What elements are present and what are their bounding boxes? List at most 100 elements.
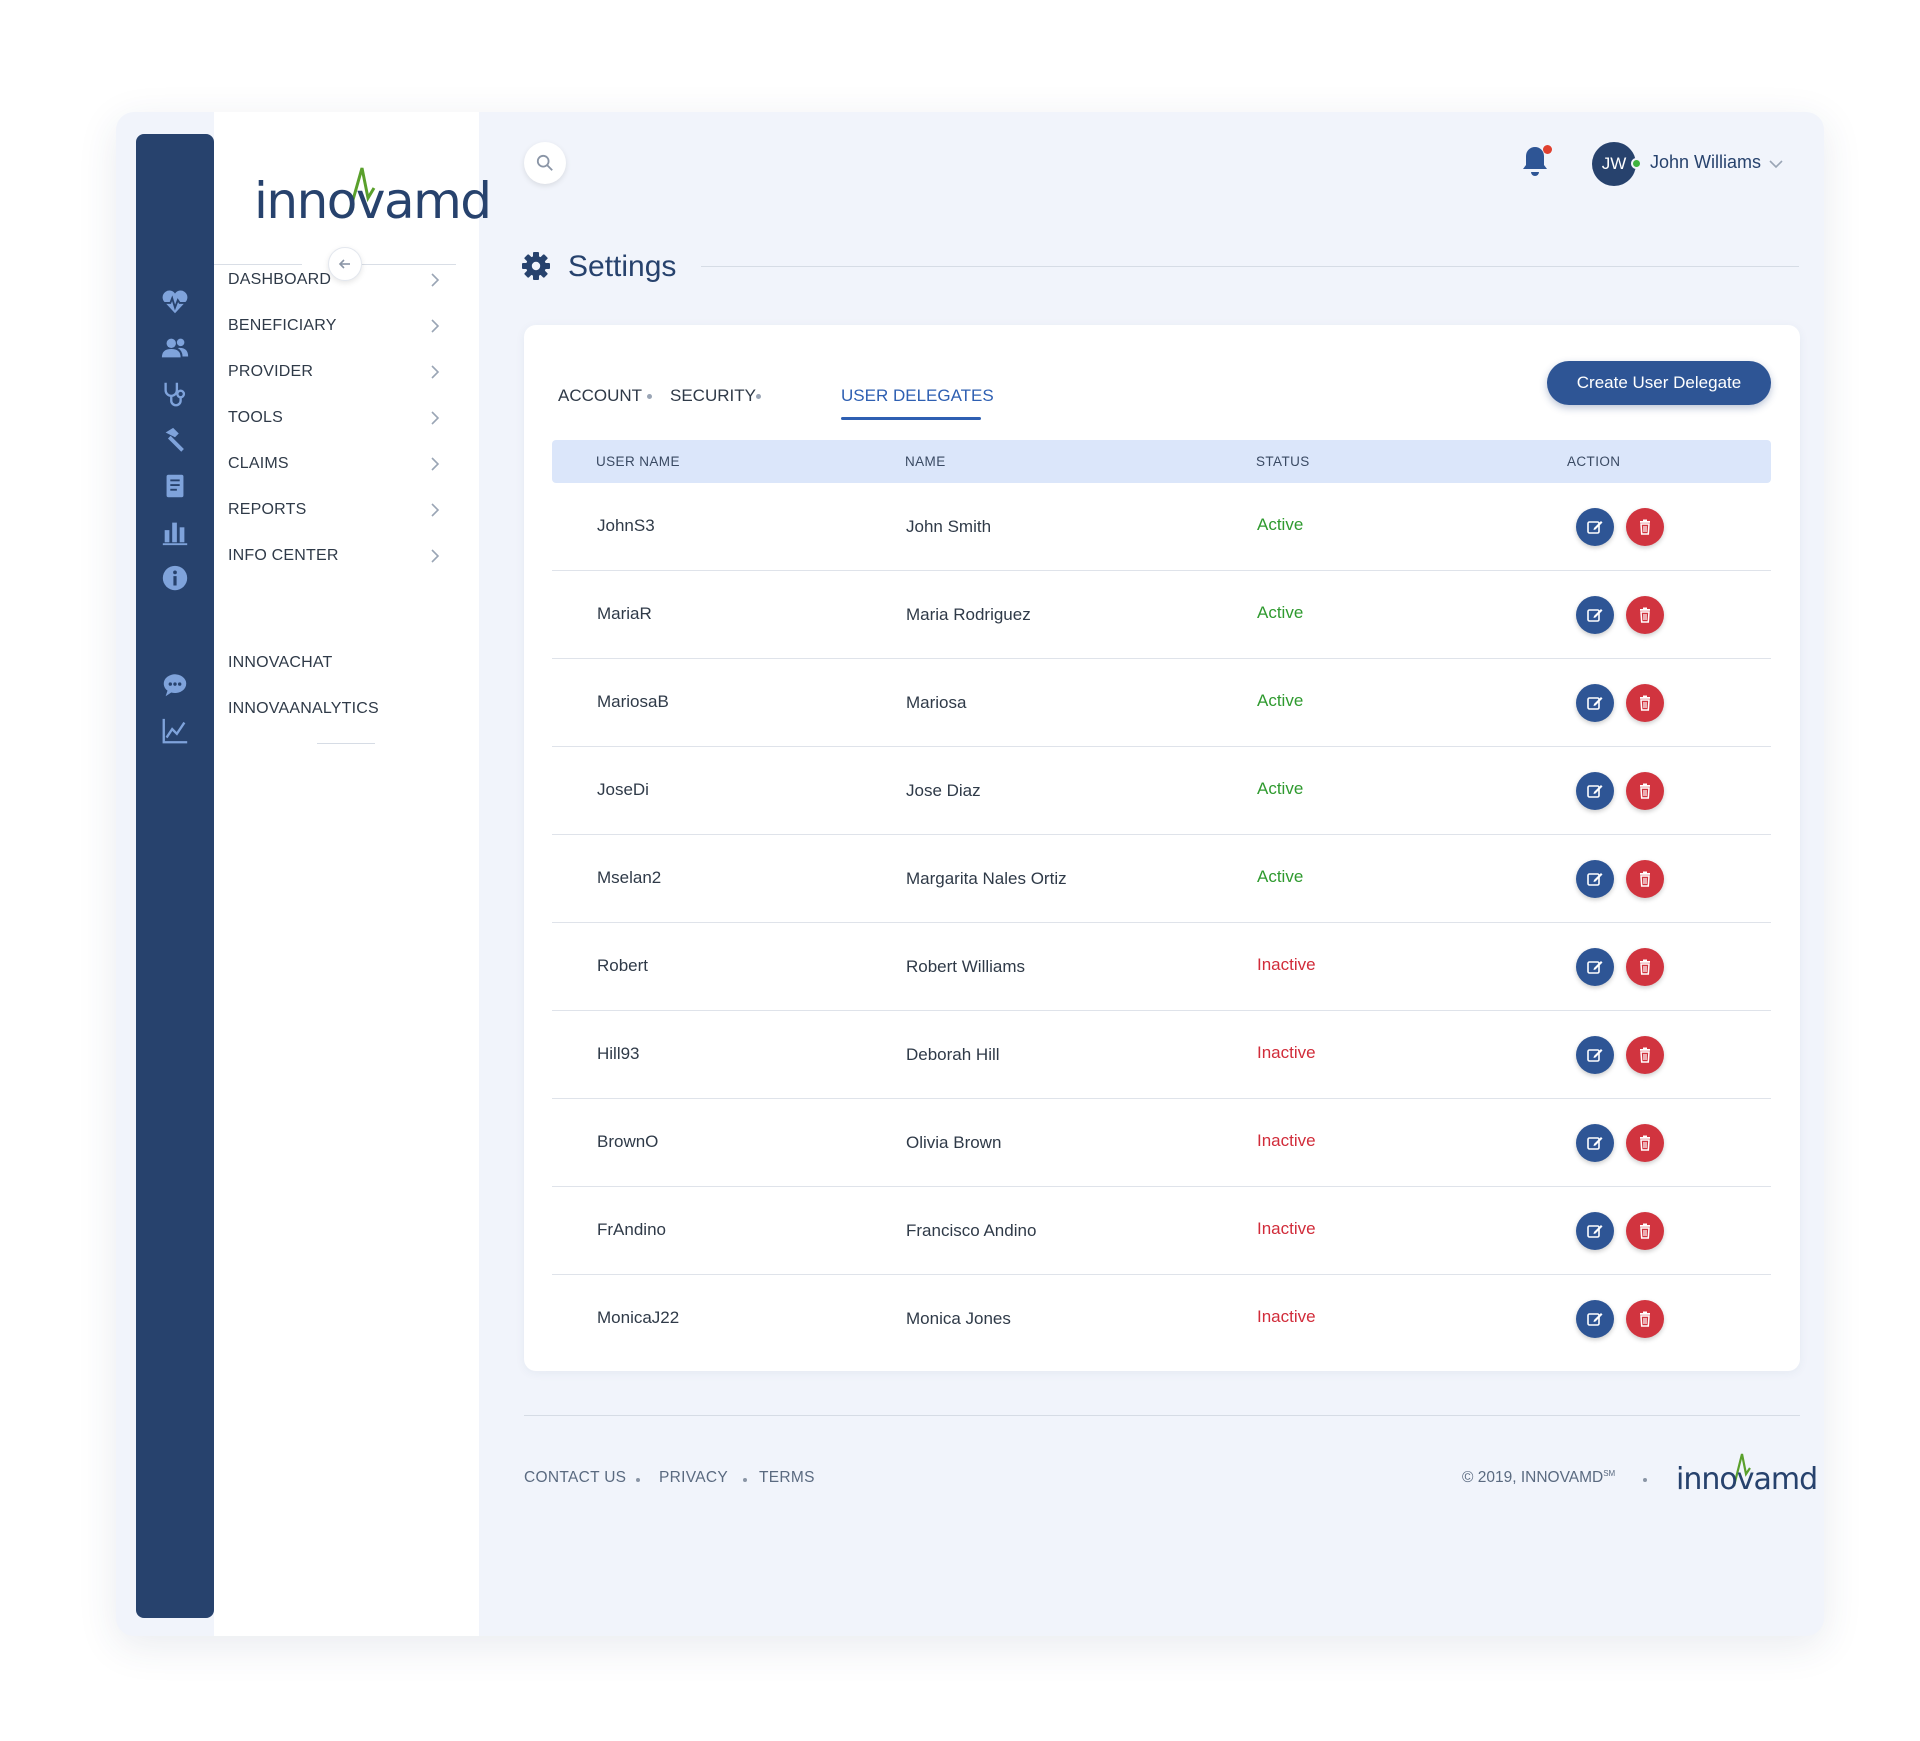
delete-button[interactable] xyxy=(1626,684,1664,722)
create-user-delegate-button[interactable]: Create User Delegate xyxy=(1547,361,1771,405)
chevron-down-icon[interactable] xyxy=(1768,158,1784,170)
nav-item-label: INFO CENTER xyxy=(228,547,339,564)
innovamd-logo: innovamd xyxy=(254,146,492,230)
edit-icon xyxy=(1587,785,1603,798)
nav-item-label: CLAIMS xyxy=(228,455,289,472)
edit-button[interactable] xyxy=(1576,684,1614,722)
heart-pulse-icon[interactable] xyxy=(159,286,191,318)
delete-button[interactable] xyxy=(1626,1300,1664,1338)
edit-button[interactable] xyxy=(1576,1212,1614,1250)
status-badge: Active xyxy=(1257,603,1304,622)
cell-name: Mariosa xyxy=(906,693,967,712)
delete-button[interactable] xyxy=(1626,508,1664,546)
footer-link-privacy[interactable]: PRIVACY xyxy=(659,1469,728,1486)
nav-item-label: INNOVACHAT xyxy=(228,654,333,671)
footer-logo-text: innovamd xyxy=(1676,1462,1818,1497)
trash-icon xyxy=(1640,607,1650,623)
tab-account[interactable]: ACCOUNT xyxy=(558,386,643,405)
cell-username: JoseDi xyxy=(597,780,649,799)
users-icon[interactable] xyxy=(159,332,191,364)
footer-separator xyxy=(1643,1478,1647,1482)
edit-button[interactable] xyxy=(1576,860,1614,898)
table-row: JohnS3 John Smith Active xyxy=(552,483,1771,571)
service-mark: SM xyxy=(1603,1469,1616,1478)
nav-item-claims[interactable]: CLAIMS xyxy=(214,444,479,484)
edit-button[interactable] xyxy=(1576,1124,1614,1162)
edit-button[interactable] xyxy=(1576,596,1614,634)
edit-button[interactable] xyxy=(1576,1036,1614,1074)
nav-item-provider[interactable]: PROVIDER xyxy=(214,352,479,392)
nav-item-label: REPORTS xyxy=(228,501,307,518)
cell-name: Jose Diaz xyxy=(906,781,981,800)
nav-item-label: BENEFICIARY xyxy=(228,317,337,334)
document-icon[interactable] xyxy=(159,470,191,502)
nav-divider-left xyxy=(214,264,302,265)
status-badge: Inactive xyxy=(1257,1219,1316,1238)
delete-button[interactable] xyxy=(1626,1036,1664,1074)
delete-button[interactable] xyxy=(1626,948,1664,986)
delete-button[interactable] xyxy=(1626,860,1664,898)
user-name[interactable]: John Williams xyxy=(1650,152,1762,172)
bell-icon[interactable] xyxy=(1518,142,1552,180)
cell-name: Francisco Andino xyxy=(906,1221,1037,1240)
edit-button[interactable] xyxy=(1576,772,1614,810)
status-badge: Active xyxy=(1257,515,1304,534)
chevron-right-icon xyxy=(431,549,440,563)
status-badge: Active xyxy=(1257,779,1304,798)
nav-item-label: TOOLS xyxy=(228,409,283,426)
nav-item-reports[interactable]: REPORTS xyxy=(214,490,479,530)
edit-button[interactable] xyxy=(1576,1300,1614,1338)
chevron-right-icon xyxy=(431,365,440,379)
copyright-text: © 2019, INNOVAMD xyxy=(1462,1469,1604,1487)
cell-username: MariosaB xyxy=(597,692,669,711)
line-chart-icon[interactable] xyxy=(159,715,191,747)
footer-link-contact-us[interactable]: CONTACT US xyxy=(524,1469,627,1486)
cell-name: Deborah Hill xyxy=(906,1045,1000,1064)
table-header: USER NAME NAME STATUS ACTION xyxy=(552,440,1771,483)
avatar[interactable]: JW xyxy=(1592,142,1636,186)
footer-link-terms[interactable]: TERMS xyxy=(759,1469,815,1486)
status-badge: Inactive xyxy=(1257,1131,1316,1150)
edit-icon xyxy=(1587,609,1603,622)
bar-chart-icon[interactable] xyxy=(159,516,191,548)
nav-item-beneficiary[interactable]: BENEFICIARY xyxy=(214,306,479,346)
edit-icon xyxy=(1587,961,1603,974)
trash-icon xyxy=(1640,1311,1650,1327)
cell-username: Mselan2 xyxy=(597,868,662,887)
footer-divider xyxy=(524,1415,1800,1416)
nav-item-innovachat[interactable]: INNOVACHAT xyxy=(214,643,479,683)
table-row: BrownO Olivia Brown Inactive xyxy=(552,1099,1771,1187)
nav-item-dashboard[interactable]: DASHBOARD xyxy=(214,260,479,300)
delete-button[interactable] xyxy=(1626,1212,1664,1250)
column-header-status: STATUS xyxy=(1256,454,1310,469)
search-button[interactable] xyxy=(524,142,566,184)
delete-button[interactable] xyxy=(1626,596,1664,634)
table-row: MariaR Maria Rodriguez Active xyxy=(552,571,1771,659)
table-row: JoseDi Jose Diaz Active xyxy=(552,747,1771,835)
cell-username: MariaR xyxy=(597,604,652,623)
chat-icon[interactable] xyxy=(159,669,191,701)
stethoscope-icon[interactable] xyxy=(159,378,191,410)
tab-separator xyxy=(756,394,761,399)
nav-item-tools[interactable]: TOOLS xyxy=(214,398,479,438)
delete-button[interactable] xyxy=(1626,772,1664,810)
search-icon xyxy=(536,154,553,171)
online-status-dot xyxy=(1631,158,1642,169)
nav-item-innovaanalytics[interactable]: INNOVAANALYTICS xyxy=(214,689,479,729)
status-badge: Inactive xyxy=(1257,1043,1316,1062)
copyright: © 2019, INNOVAMDSM xyxy=(1462,1469,1615,1487)
collapse-sidebar-button[interactable] xyxy=(328,247,362,281)
chevron-right-icon xyxy=(431,319,440,333)
nav-item-info-center[interactable]: INFO CENTER xyxy=(214,536,479,576)
tab-security[interactable]: SECURITY xyxy=(670,386,756,405)
edit-icon xyxy=(1587,521,1603,534)
info-icon[interactable] xyxy=(159,562,191,594)
edit-button[interactable] xyxy=(1576,948,1614,986)
tab-user-delegates[interactable]: USER DELEGATES xyxy=(841,386,994,405)
edit-icon xyxy=(1587,1049,1603,1062)
nav-panel: innovamd DASHBOARD BENEFICIARY PROVIDER … xyxy=(214,112,492,1636)
edit-button[interactable] xyxy=(1576,508,1614,546)
hammer-icon[interactable] xyxy=(159,424,191,456)
delete-button[interactable] xyxy=(1626,1124,1664,1162)
nav-item-label: PROVIDER xyxy=(228,363,314,380)
